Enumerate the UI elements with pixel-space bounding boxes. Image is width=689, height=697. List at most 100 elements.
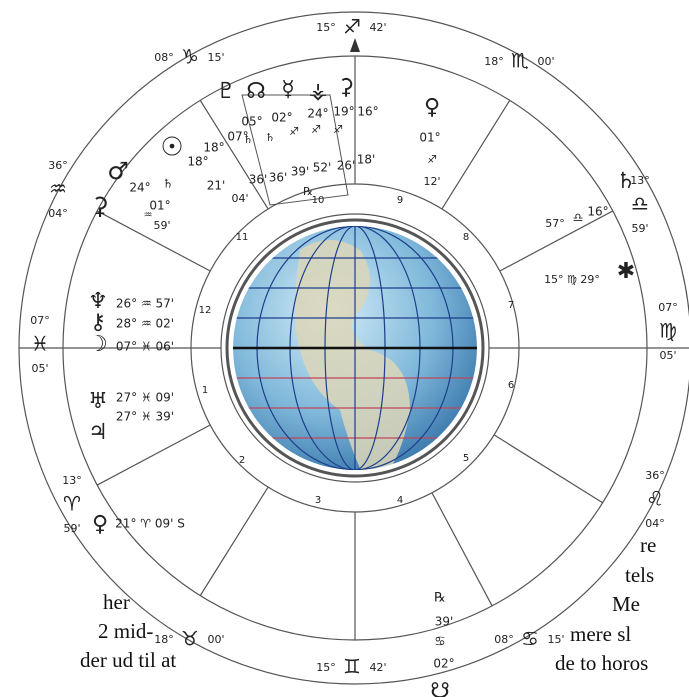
sign-glyph: ♑ bbox=[181, 45, 199, 69]
cusp-line bbox=[431, 492, 493, 607]
planet-position: ℞ bbox=[434, 591, 446, 606]
planet-position: ♋ bbox=[434, 635, 446, 650]
house-number: 6 bbox=[508, 380, 514, 391]
degree-label: 36° bbox=[48, 159, 68, 172]
planet-position: 18' bbox=[357, 153, 376, 167]
planet-position: 59' bbox=[153, 219, 170, 232]
planet-position: 12' bbox=[423, 175, 440, 188]
body-text: her bbox=[103, 590, 130, 614]
house-number: 9 bbox=[397, 195, 403, 206]
degree-label: 08° bbox=[494, 633, 514, 646]
degree-label: 59' bbox=[63, 522, 80, 535]
planet-glyph: ♆ bbox=[88, 289, 108, 314]
planet-position: 07° bbox=[227, 130, 248, 144]
planet-position: 24° bbox=[307, 107, 328, 121]
degree-label: 36° bbox=[645, 469, 665, 482]
cusp-line bbox=[199, 100, 269, 210]
planet-glyph: ⚳ bbox=[338, 75, 354, 100]
degree-label: 42' bbox=[369, 21, 386, 34]
cusp-line bbox=[499, 210, 614, 272]
degree-label: 42' bbox=[369, 661, 386, 674]
house-number: 8 bbox=[463, 232, 469, 243]
planet-position: ♄ bbox=[265, 131, 275, 144]
globe bbox=[233, 226, 477, 470]
cusp-line bbox=[96, 424, 211, 486]
planet-position: ♐ bbox=[427, 153, 437, 166]
planet-glyph: ⚶ bbox=[309, 79, 328, 104]
planet-position: 39' bbox=[435, 615, 454, 629]
sign-glyph: ♒ bbox=[49, 177, 67, 201]
body-text: de to horos bbox=[555, 651, 648, 675]
planet-glyph: ✱ bbox=[617, 259, 635, 284]
planet-glyph: ♄ bbox=[616, 169, 636, 194]
planet-position: 21° ♈ 09' S bbox=[115, 517, 185, 531]
house-number: 3 bbox=[315, 495, 321, 506]
planet-position: 39' bbox=[291, 165, 310, 179]
planet-position: ♒ bbox=[144, 210, 153, 221]
house-number: 5 bbox=[463, 453, 469, 464]
planet-position: ℞ bbox=[303, 185, 313, 198]
planet-position: 01° bbox=[419, 131, 440, 145]
planet-glyph: ♀ bbox=[92, 512, 108, 537]
planet-position: 15° ♍ 29° bbox=[544, 273, 600, 286]
planet-position: ♐ bbox=[333, 123, 343, 136]
degree-label: 13° bbox=[630, 174, 650, 187]
planet-position: 26° ♒ 57' bbox=[116, 297, 174, 311]
degree-label: 15' bbox=[547, 633, 564, 646]
planet-position: 52' bbox=[313, 161, 332, 175]
mc-arrow bbox=[350, 38, 360, 52]
planet-position: 21' bbox=[207, 179, 226, 193]
cusp-line bbox=[199, 486, 269, 596]
sign-glyph: ♏ bbox=[511, 49, 529, 73]
degree-label: 15° bbox=[316, 21, 336, 34]
planet-glyph: ☊ bbox=[246, 79, 266, 104]
sign-glyph: ♉ bbox=[181, 627, 199, 651]
degree-label: 00' bbox=[537, 55, 554, 68]
planet-position: 27° ♓ 09' bbox=[116, 391, 174, 405]
planet-position: ♐ bbox=[289, 125, 299, 138]
degree-label: 15° bbox=[316, 661, 336, 674]
planet-position: 16° bbox=[357, 105, 378, 119]
planet-position: ♄ bbox=[243, 133, 253, 146]
sign-glyph: ♐ bbox=[343, 15, 361, 39]
planet-position: 57° bbox=[545, 217, 565, 230]
planet-position: ♄ bbox=[163, 177, 174, 191]
sign-glyph: ♍ bbox=[659, 319, 677, 343]
body-text: tels bbox=[625, 563, 654, 587]
degree-label: 05' bbox=[659, 349, 676, 362]
planet-glyph: ⚳ bbox=[91, 192, 109, 220]
house-number: 12 bbox=[199, 305, 212, 316]
sign-glyph: ♊ bbox=[343, 655, 361, 679]
body-text: Me bbox=[612, 592, 640, 616]
sign-glyph: ♈ bbox=[63, 492, 81, 516]
planet-position: 27° ♓ 39' bbox=[116, 410, 174, 424]
house-number: 1 bbox=[202, 385, 208, 396]
planet-glyph: ☽ bbox=[88, 332, 108, 357]
sign-glyph: ♎ bbox=[631, 192, 649, 216]
degree-label: 18° bbox=[484, 55, 504, 68]
planet-position: 19° bbox=[333, 105, 354, 119]
sign-glyph: ♌ bbox=[646, 487, 664, 511]
planet-position: 28° ♒ 02' bbox=[116, 317, 174, 331]
sign-glyph: ♋ bbox=[521, 627, 539, 651]
planet-glyph: ☉ bbox=[160, 133, 183, 163]
planet-position: 04' bbox=[231, 192, 248, 205]
planet-glyph: ♀ bbox=[424, 95, 440, 120]
degree-label: 04° bbox=[48, 207, 68, 220]
degree-label: 13° bbox=[62, 474, 82, 487]
planet-position: 26' bbox=[337, 159, 356, 173]
body-text: 2 mid- bbox=[98, 619, 153, 643]
planet-glyph: ♃ bbox=[88, 420, 108, 445]
house-number: 7 bbox=[508, 300, 514, 311]
planet-glyph: ♅ bbox=[88, 389, 108, 414]
planet-position: 01° bbox=[149, 199, 170, 213]
degree-label: 59' bbox=[631, 222, 648, 235]
degree-label: 15' bbox=[207, 51, 224, 64]
cusp-line bbox=[493, 434, 603, 504]
planet-position: 02° bbox=[433, 657, 454, 671]
planet-position: 18° bbox=[187, 155, 208, 169]
planet-position: ♐ bbox=[311, 123, 321, 136]
planet-glyph: ♇ bbox=[216, 79, 236, 104]
degree-label: 05' bbox=[31, 362, 48, 375]
